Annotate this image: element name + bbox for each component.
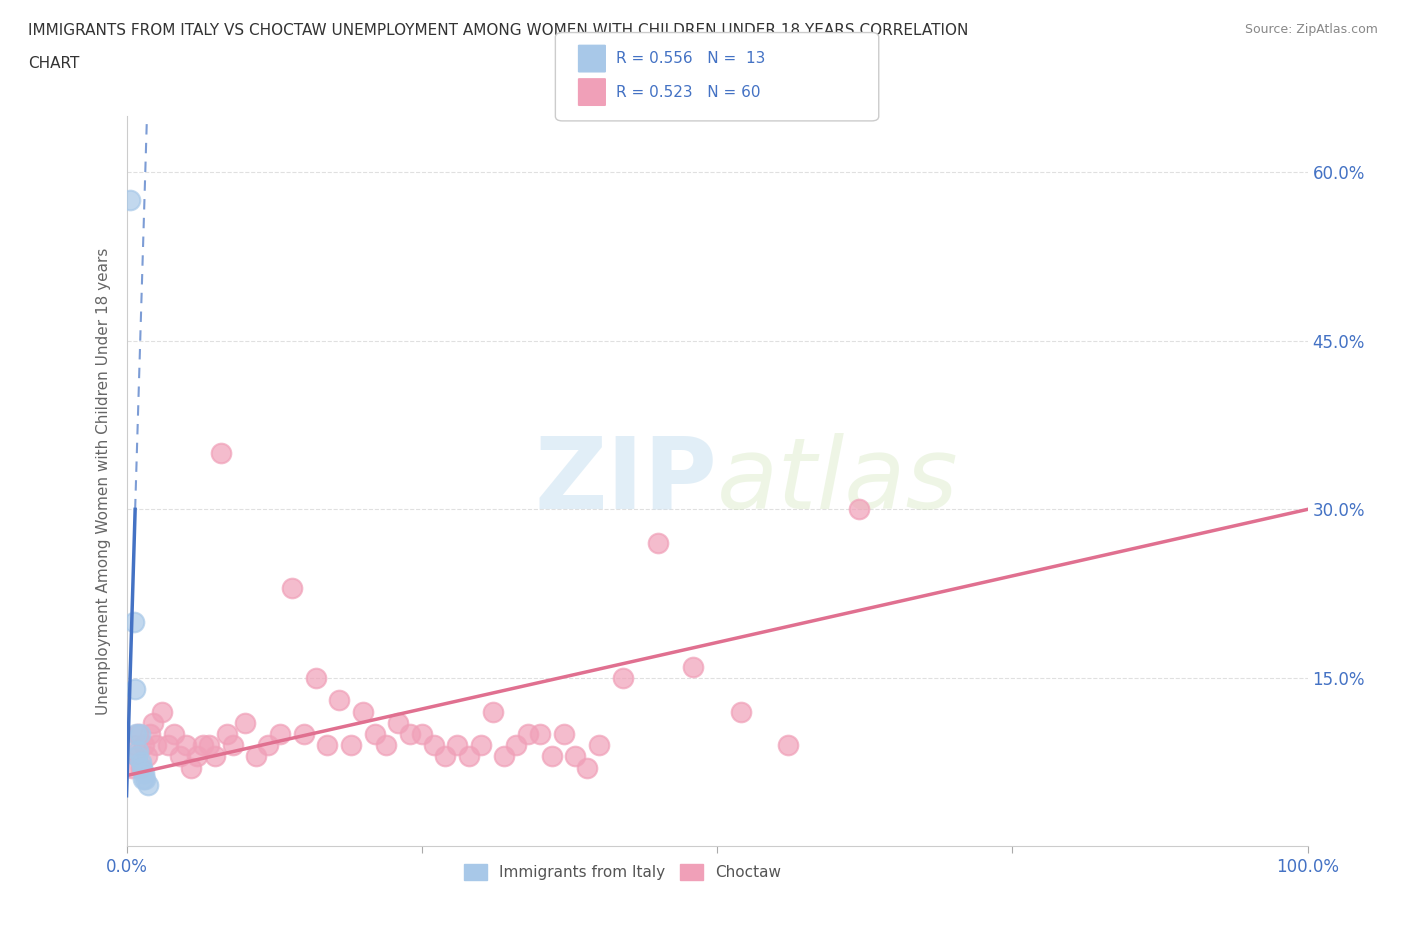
Point [848, 502, 870, 517]
Point [124, 737, 146, 752]
Point [564, 749, 586, 764]
Point [128, 726, 150, 741]
Point [120, 193, 142, 208]
Point [186, 749, 208, 764]
Point [612, 671, 634, 685]
Point [193, 737, 215, 752]
Point [352, 704, 374, 719]
Point [198, 737, 221, 752]
Point [139, 726, 162, 741]
Point [257, 737, 280, 752]
Text: atlas: atlas [717, 432, 959, 530]
Point [304, 671, 326, 685]
Point [136, 777, 159, 792]
Point [141, 715, 163, 730]
Point [245, 749, 267, 764]
Text: R = 0.556   N =  13: R = 0.556 N = 13 [616, 51, 765, 66]
Point [494, 749, 516, 764]
Point [434, 749, 457, 764]
Point [340, 737, 363, 752]
Point [292, 726, 315, 741]
Point [127, 749, 149, 764]
Point [180, 760, 202, 775]
Text: IMMIGRANTS FROM ITALY VS CHOCTAW UNEMPLOYMENT AMONG WOMEN WITH CHILDREN UNDER 18: IMMIGRANTS FROM ITALY VS CHOCTAW UNEMPLO… [28, 23, 969, 38]
Point [588, 737, 610, 752]
Point [127, 743, 149, 758]
Point [375, 737, 398, 752]
Text: ZIP: ZIP [534, 432, 717, 530]
Y-axis label: Unemployment Among Women with Children Under 18 years: Unemployment Among Women with Children U… [96, 247, 111, 715]
Point [363, 726, 385, 741]
Point [145, 737, 167, 752]
Point [134, 737, 156, 752]
Point [470, 737, 492, 752]
Point [505, 737, 527, 752]
Point [387, 715, 409, 730]
Point [163, 726, 186, 741]
Point [125, 726, 148, 741]
Point [129, 760, 152, 775]
Point [553, 726, 575, 741]
Point [150, 704, 173, 719]
Point [135, 749, 157, 764]
Point [576, 760, 599, 775]
Point [647, 536, 669, 551]
Point [156, 737, 179, 752]
Point [316, 737, 339, 752]
Point [399, 726, 422, 741]
Point [529, 726, 551, 741]
Point [131, 760, 153, 775]
Point [222, 737, 245, 752]
Point [411, 726, 433, 741]
Point [129, 754, 152, 769]
Point [233, 715, 256, 730]
Point [215, 726, 238, 741]
Point [122, 614, 145, 629]
Point [446, 737, 468, 752]
Text: Source: ZipAtlas.com: Source: ZipAtlas.com [1244, 23, 1378, 36]
Point [169, 749, 191, 764]
Point [517, 726, 540, 741]
Point [422, 737, 444, 752]
Point [540, 749, 562, 764]
Point [281, 580, 304, 595]
Point [730, 704, 752, 719]
Point [134, 766, 156, 781]
Point [776, 737, 799, 752]
Point [134, 772, 156, 787]
Point [481, 704, 503, 719]
Point [124, 682, 146, 697]
Text: R = 0.523   N = 60: R = 0.523 N = 60 [616, 85, 761, 100]
Point [682, 659, 704, 674]
Text: CHART: CHART [28, 56, 80, 71]
Point [328, 693, 350, 708]
Point [121, 760, 143, 775]
Point [204, 749, 226, 764]
Point [458, 749, 481, 764]
Point [127, 726, 149, 741]
Point [209, 445, 232, 460]
Legend: Immigrants from Italy, Choctaw: Immigrants from Italy, Choctaw [457, 857, 787, 886]
Point [132, 772, 155, 787]
Point [174, 737, 197, 752]
Point [269, 726, 291, 741]
Point [127, 749, 149, 764]
